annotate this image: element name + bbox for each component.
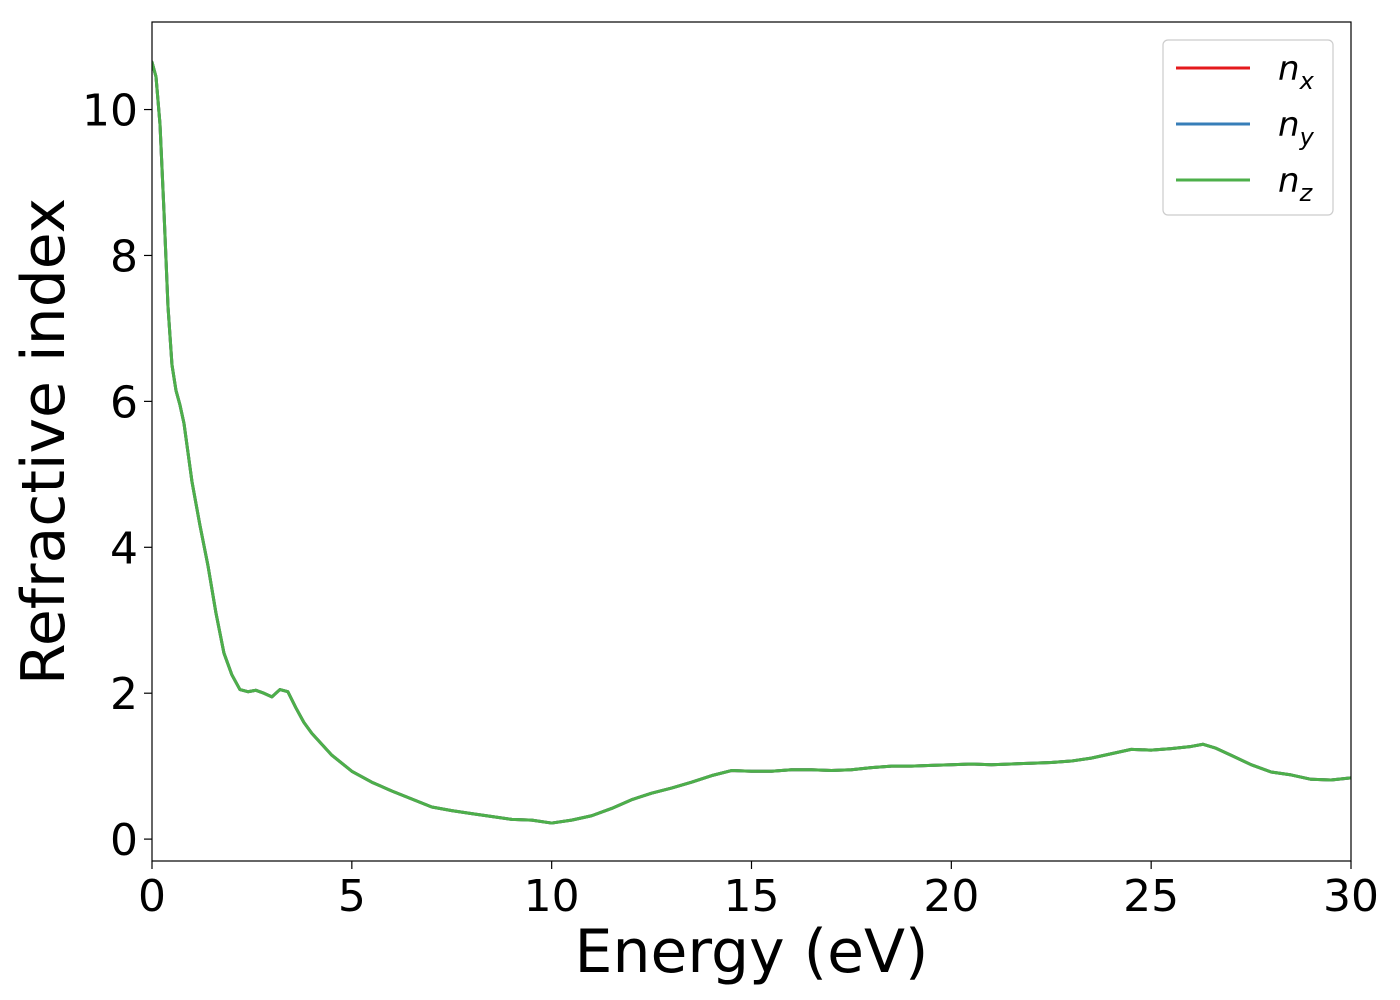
x-tick-label: 25	[1123, 871, 1179, 922]
y-axis-label: Refractive index	[9, 198, 79, 685]
y-tick-label: 6	[110, 377, 138, 428]
y-axis-ticks: 0 2 4 6 8 10	[82, 86, 152, 866]
plot-frame	[151, 21, 1352, 862]
legend-label-z: nz	[1278, 161, 1314, 207]
x-tick-label: 30	[1323, 871, 1379, 922]
y-tick-label: 8	[110, 231, 138, 282]
x-axis-label: Energy (eV)	[575, 917, 929, 987]
legend-box	[1162, 39, 1334, 216]
series-line-z	[152, 60, 1351, 825]
x-tick-label: 10	[524, 871, 580, 922]
x-axis-ticks: 0 5 10 15 20 25 30	[138, 861, 1379, 922]
y-tick-label: 10	[82, 86, 138, 137]
y-tick-label: 2	[110, 669, 138, 720]
legend: nx ny nz	[1162, 39, 1334, 216]
legend-label-x: nx	[1278, 49, 1315, 95]
legend-label-y: ny	[1278, 105, 1315, 151]
x-tick-label: 0	[138, 871, 166, 922]
x-tick-label: 5	[338, 871, 366, 922]
y-tick-label: 4	[110, 523, 138, 574]
y-tick-label: 0	[110, 815, 138, 866]
x-tick-label: 20	[923, 871, 979, 922]
x-tick-label: 15	[724, 871, 780, 922]
plot-lines	[152, 60, 1351, 825]
